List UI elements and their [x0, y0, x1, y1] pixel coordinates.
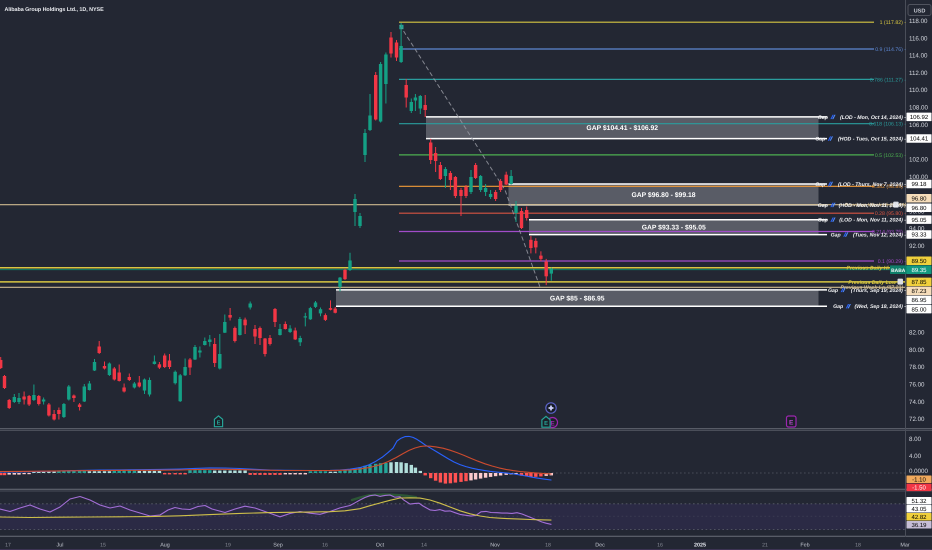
svg-text:100.00: 100.00 — [909, 174, 928, 181]
svg-text:Gap: Gap — [818, 218, 828, 224]
svg-text:112.00: 112.00 — [909, 70, 928, 77]
svg-text:GAP $85 - $86.95: GAP $85 - $86.95 — [550, 294, 605, 302]
svg-text:(LOD - Mon, Oct 14, 2024) -: (LOD - Mon, Oct 14, 2024) - — [840, 115, 906, 121]
svg-text:106.00: 106.00 — [909, 122, 928, 129]
svg-text:36.19: 36.19 — [911, 522, 927, 529]
svg-text:92.00: 92.00 — [909, 243, 925, 250]
svg-text:0.28 (95.80) -: 0.28 (95.80) - — [875, 211, 906, 217]
svg-text:21: 21 — [762, 542, 768, 548]
svg-text:-1.50: -1.50 — [912, 484, 926, 491]
svg-text:95.05: 95.05 — [911, 217, 927, 224]
svg-text:Gap: Gap — [818, 115, 828, 121]
svg-text:(HOD - Mon, Nov 11, 2024) -: (HOD - Mon, Nov 11, 2024) - — [839, 203, 907, 209]
svg-text:0.0000: 0.0000 — [909, 468, 928, 475]
svg-text:85.00: 85.00 — [911, 306, 927, 313]
svg-text:Previous Daily Low: Previous Daily Low — [848, 280, 897, 286]
svg-text:Feb: Feb — [800, 542, 809, 548]
svg-text:Gap: Gap — [831, 233, 841, 239]
svg-text:94.00: 94.00 — [909, 226, 925, 233]
svg-text:4.00: 4.00 — [909, 453, 922, 460]
svg-text:(LOD - Mon, Nov 11, 2024) -: (LOD - Mon, Nov 11, 2024) - — [839, 218, 906, 224]
svg-text:0.5 (102.53) -: 0.5 (102.53) - — [875, 153, 906, 159]
svg-text:78.00: 78.00 — [909, 364, 925, 371]
svg-text:-1.10: -1.10 — [912, 476, 926, 483]
svg-text:18: 18 — [545, 542, 551, 548]
svg-text:Gap: Gap — [828, 288, 838, 294]
svg-text:8.00: 8.00 — [909, 436, 922, 443]
svg-text:18: 18 — [855, 542, 861, 548]
svg-text:14: 14 — [421, 542, 427, 548]
svg-text:Previous Week Hi (96.80): Previous Week Hi (96.80) — [845, 203, 907, 209]
svg-text:E: E — [550, 420, 555, 427]
svg-text:GAP $96.80 - $99.18: GAP $96.80 - $99.18 — [631, 191, 695, 199]
svg-text:16: 16 — [657, 542, 663, 548]
svg-text:76.00: 76.00 — [909, 382, 925, 389]
svg-text:110.00: 110.00 — [909, 87, 928, 94]
svg-text:Aug: Aug — [160, 542, 170, 548]
svg-text:0.1 (90.29) -: 0.1 (90.29) - — [878, 259, 907, 265]
svg-text:E: E — [544, 421, 548, 427]
svg-text:106.92: 106.92 — [910, 114, 929, 121]
svg-text:Gap: Gap — [818, 203, 828, 209]
svg-text:0.382 (98.89) -: 0.382 (98.89) - — [872, 184, 906, 190]
svg-text:Oct: Oct — [376, 542, 385, 548]
svg-text:15: 15 — [100, 542, 106, 548]
svg-text:(Tues, Nov 12, 2024) -: (Tues, Nov 12, 2024) - — [853, 233, 906, 239]
svg-text:0.214 (93.75) -: 0.214 (93.75) - — [872, 229, 906, 235]
svg-text:87.85: 87.85 — [911, 279, 927, 286]
svg-text:42.82: 42.82 — [911, 514, 927, 521]
svg-text:104.41: 104.41 — [910, 136, 929, 143]
svg-text:Dec: Dec — [595, 542, 605, 548]
svg-text:114.00: 114.00 — [909, 53, 928, 60]
svg-text:2025: 2025 — [694, 542, 706, 548]
svg-text:Jul: Jul — [57, 542, 64, 548]
svg-text:(LOD - Thurs, Nov 7, 2024) -: (LOD - Thurs, Nov 7, 2024) - — [838, 182, 906, 188]
svg-text:17: 17 — [5, 542, 11, 548]
svg-text:74.00: 74.00 — [909, 399, 925, 406]
svg-text:Previous Daily Hi: Previous Daily Hi — [847, 266, 890, 272]
svg-text:Gap: Gap — [815, 182, 825, 188]
svg-text:16: 16 — [322, 542, 328, 548]
svg-text:72.00: 72.00 — [909, 416, 925, 423]
svg-text:19: 19 — [225, 542, 231, 548]
svg-text:(HOD - Tues, Oct 15, 2024) -: (HOD - Tues, Oct 15, 2024) - — [838, 137, 906, 143]
svg-text:0.9 (114.76) -: 0.9 (114.76) - — [875, 47, 906, 53]
svg-text:Gap: Gap — [815, 137, 825, 143]
svg-text:Mar: Mar — [900, 542, 909, 548]
svg-text:82.00: 82.00 — [909, 330, 925, 337]
svg-text:(Thurs, Sep 19, 2024) -: (Thurs, Sep 19, 2024) - — [851, 288, 906, 294]
svg-text:Sep: Sep — [273, 542, 283, 548]
svg-text:80.00: 80.00 — [909, 347, 925, 354]
svg-text:0.786 (111.27) -: 0.786 (111.27) - — [870, 77, 906, 83]
svg-text:96.80: 96.80 — [911, 205, 927, 212]
svg-text:99.18: 99.18 — [911, 181, 927, 188]
svg-text:E: E — [217, 420, 221, 426]
svg-text:51.32: 51.32 — [911, 498, 927, 505]
svg-text:(Wed, Sep 18, 2024) -: (Wed, Sep 18, 2024) - — [854, 304, 906, 310]
svg-text:89.50: 89.50 — [911, 258, 927, 265]
svg-text:43.05: 43.05 — [911, 506, 927, 513]
svg-text:102.00: 102.00 — [909, 157, 928, 164]
svg-text:116.00: 116.00 — [909, 35, 928, 42]
svg-text:87.23: 87.23 — [911, 288, 927, 295]
svg-text:USD: USD — [914, 8, 926, 14]
svg-text:GAP $93.33 - $95.05: GAP $93.33 - $95.05 — [642, 223, 706, 231]
svg-text:1 (117.82) -: 1 (117.82) - — [880, 20, 907, 26]
svg-text:93.33: 93.33 — [911, 232, 927, 239]
svg-text:BABA: BABA — [891, 268, 906, 274]
svg-text:108.00: 108.00 — [909, 105, 928, 112]
svg-text:96.80: 96.80 — [911, 195, 927, 202]
svg-text:E: E — [789, 420, 794, 427]
svg-text:GAP $104.41 - $106.92: GAP $104.41 - $106.92 — [586, 124, 658, 132]
svg-text:Alibaba Group Holdings Ltd., 1: Alibaba Group Holdings Ltd., 1D, NYSE — [5, 7, 105, 13]
svg-text:Previous Week Lo (87.23): Previous Week Lo (87.23) — [841, 285, 904, 291]
svg-text:Gap: Gap — [833, 304, 843, 310]
svg-text:Nov: Nov — [490, 542, 500, 548]
svg-text:118.00: 118.00 — [909, 18, 928, 25]
svg-text:0.618 (106.13) -: 0.618 (106.13) - — [869, 122, 906, 128]
svg-text:89.35: 89.35 — [911, 267, 927, 274]
svg-text:86.95: 86.95 — [911, 297, 927, 304]
